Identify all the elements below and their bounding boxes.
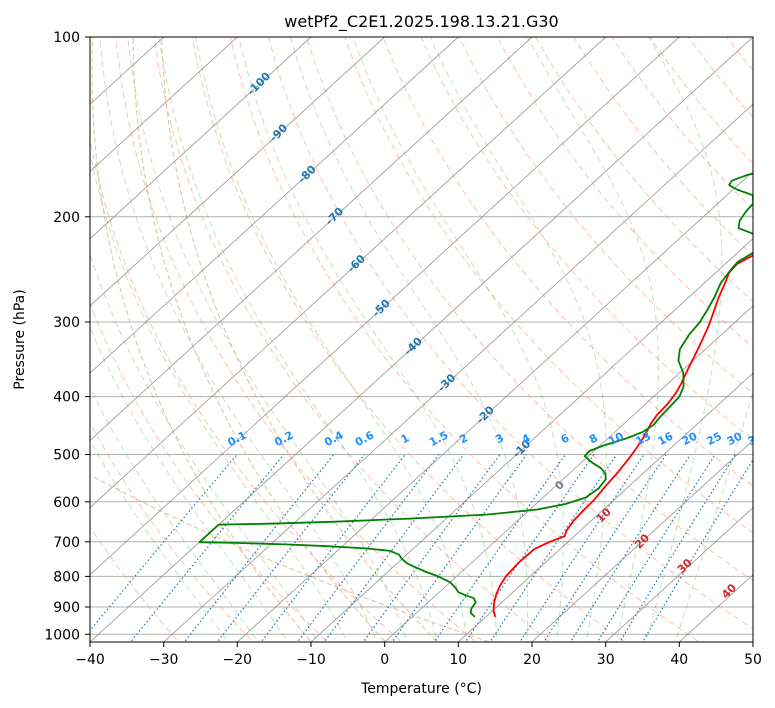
isotherm-line [236,170,753,642]
mixing-ratio-line [489,454,618,642]
y-tick-label: 1000 [44,627,80,643]
y-tick-label: 300 [53,315,80,331]
mixing-ratio-line [216,454,366,642]
moist-adiabat-line [99,37,378,642]
dry-adiabat-line [573,37,753,257]
mixing-ratio-label: 20 [680,429,700,448]
dry-adiabat-line [344,37,753,534]
dry-adiabat-line [535,37,753,303]
x-tick-label: −40 [75,652,105,668]
y-tick-label: 200 [53,210,80,226]
isotherm-line [90,37,312,240]
dry-adiabat-line [458,37,753,394]
x-tick-label: 40 [670,652,688,668]
dry-adiabats [90,37,753,642]
dry-adiabat-line [90,421,254,642]
isotherm-line [384,305,753,642]
dry-adiabat-line [90,526,180,642]
dry-adiabat-line [153,37,552,642]
isotherm-line [90,37,386,307]
x-tick-label: 30 [597,652,615,668]
moist-adiabat-line [158,37,438,642]
isotherm-line [90,37,607,509]
mixing-ratio-label: 36 [746,429,766,448]
isotherm-line [90,37,533,441]
dry-adiabat-line [229,37,700,642]
plot-area: -100-90-80-70-60-50-40-30-20-100.1 0.2 0.4… [90,37,766,642]
isotherm-line [90,37,238,173]
x-tick-label: −20 [223,652,253,668]
isotherm-line [90,37,680,576]
mixing-ratio-line [391,454,528,642]
isotherm-line [531,439,753,642]
dry-adiabat-line [191,37,626,642]
mixing-ratio-line [464,454,595,642]
mixing-ratio-lines [90,454,753,642]
y-tick-label: 700 [53,535,80,551]
profile-series [198,172,753,618]
x-axis-title: Temperature (°C) [360,681,482,697]
y-axis-title: Pressure (hPa) [12,289,28,389]
plot-frame [89,36,754,643]
y-tick-label: 600 [53,495,80,511]
y-tick-label: 500 [53,448,80,464]
y-tick-label: 100 [53,30,80,46]
x-tick-label: −10 [296,652,326,668]
special-curve-line [91,37,312,642]
mixing-ratio-line [260,454,406,642]
mixing-ratio-line [183,454,335,642]
moist-adiabat-line [195,37,468,642]
mixing-ratio-label: 13 [634,430,654,449]
moist-adiabat-line [127,37,408,642]
mixing-ratio-line [129,454,285,642]
dry-adiabat-line [306,37,753,582]
dry-adiabat-line [420,37,753,441]
y-tick-label: 900 [53,600,80,616]
mixing-ratio-line [433,454,566,642]
special-curve-line [160,37,439,642]
y-tick-label: 800 [53,569,80,585]
dry-adiabat-line [115,37,477,642]
mixing-ratio-line [296,454,440,642]
mixing-ratio-label: 30 [725,429,745,448]
chart-title: wetPf2_C2E1.2025.198.13.21.G30 [284,12,558,32]
mixing-ratio-label: 10 [606,429,626,448]
dry-adiabat-line [649,37,753,165]
y-tick-label: 400 [53,390,80,406]
dry-adiabat-line [496,37,753,348]
moist-adiabat-line [429,37,607,642]
isotherm-line [457,372,753,642]
moist-adiabat-line [90,326,289,642]
y-axis: 100 200 300 400 500 600 700 800 900 1000 [44,30,90,643]
x-tick-label: 20 [523,652,541,668]
x-tick-label: 50 [744,652,762,668]
mixing-ratio-line [596,454,716,642]
isotherm-line [163,103,753,642]
dry-adiabat-line [90,301,329,642]
mixing-ratio-line [519,454,645,642]
moist-adiabat-line [352,37,564,642]
moist-adiabat-line [289,37,528,642]
moist-adiabat-line [90,439,229,642]
temperature-profile-line [492,254,753,618]
x-tick-label: −30 [149,652,179,668]
dewpoint-profile-line [198,172,753,618]
moist-adiabat-line [674,390,753,642]
mixing-ratio-label: 25 [704,430,724,449]
moist-adiabat-line [90,386,259,642]
x-axis: −40 −30 −20 −10 0 10 20 30 40 50 [75,642,762,668]
x-tick-label: 10 [449,652,467,668]
moist-adiabat-line [526,37,659,642]
isotherm-line [90,37,459,374]
mixing-ratio-line [90,454,238,632]
isotherm-line [310,238,753,642]
x-tick-label: 0 [380,652,389,668]
isotherm-line [605,506,753,642]
mixing-ratio-line [641,458,753,642]
mixing-ratio-label: 16 [656,429,676,448]
